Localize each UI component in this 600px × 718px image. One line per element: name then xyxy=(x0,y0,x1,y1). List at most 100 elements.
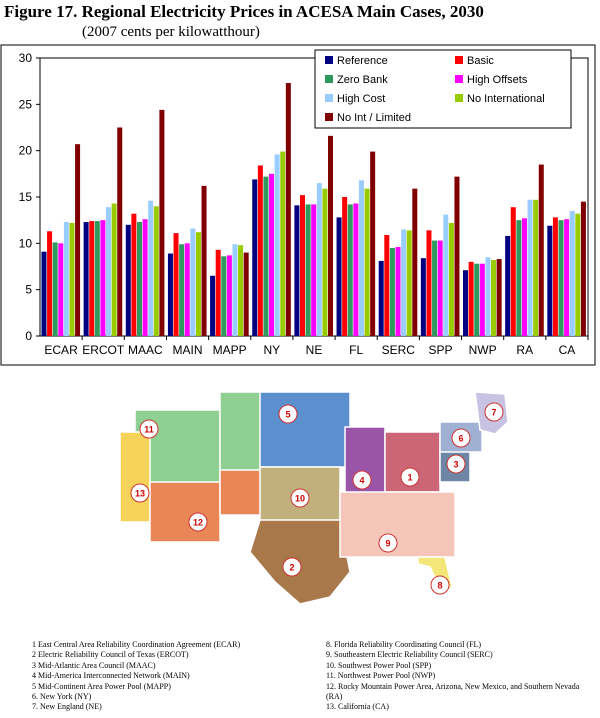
map-marker-10 xyxy=(290,488,310,508)
map-marker-6 xyxy=(451,428,471,448)
map-marker-1 xyxy=(400,467,420,487)
x-tick-label: FL xyxy=(349,343,363,357)
bar xyxy=(322,188,328,336)
legend-label: High Offsets xyxy=(467,74,528,86)
x-tick-label: MAAC xyxy=(128,343,163,357)
x-tick-label: SPP xyxy=(428,343,452,357)
map-marker-label: 9 xyxy=(385,539,390,549)
map-marker-3 xyxy=(446,454,466,474)
y-tick-label: 30 xyxy=(19,51,33,65)
x-tick-label: CA xyxy=(559,343,576,357)
region-notes-left: 1 East Central Area Reliability Coordina… xyxy=(32,640,240,713)
map-marker-label: 2 xyxy=(289,563,294,573)
region-note: 1 East Central Area Reliability Coordina… xyxy=(32,640,241,649)
region-note: 6. New York (NY) xyxy=(32,692,92,702)
map-region-13 xyxy=(119,431,151,523)
y-tick-label: 25 xyxy=(19,97,33,111)
bar xyxy=(243,252,249,336)
region-note: 12. Rocky Mountain Power Area, Arizona, … xyxy=(326,681,580,702)
map-marker-label: 1 xyxy=(407,473,412,483)
map-marker-label: 5 xyxy=(285,410,290,420)
bar xyxy=(406,230,412,336)
legend-label: Zero Bank xyxy=(337,74,388,86)
figure-subtitle: (2007 cents per kilowatthour) xyxy=(82,24,260,40)
bar xyxy=(454,176,460,336)
bar xyxy=(226,255,232,336)
bar xyxy=(215,249,221,336)
bar xyxy=(83,222,89,336)
y-tick-label: 20 xyxy=(19,144,33,158)
map-marker-label: 6 xyxy=(458,434,463,444)
bar xyxy=(184,243,190,336)
bar xyxy=(52,242,58,336)
x-tick-label: NWP xyxy=(469,343,497,357)
y-tick-label: 15 xyxy=(19,190,33,204)
bar xyxy=(142,219,148,336)
bar xyxy=(221,256,227,336)
bar xyxy=(496,259,502,336)
bar xyxy=(106,207,112,336)
legend-label: High Cost xyxy=(337,93,385,105)
bar xyxy=(336,217,342,336)
map-marker-label: 10 xyxy=(295,494,305,504)
bar xyxy=(148,200,154,336)
bar xyxy=(305,204,311,336)
bar xyxy=(285,83,291,336)
bar xyxy=(547,225,553,336)
region-note: 4 Mid-America Interconnected Network (MA… xyxy=(32,671,190,681)
bar xyxy=(280,151,286,336)
region-note: 9. Southeastern Electric Reliability Cou… xyxy=(326,650,493,660)
x-tick-label: MAPP xyxy=(213,343,247,357)
bar xyxy=(117,127,123,336)
x-tick-label: RA xyxy=(516,343,533,357)
map-region-12b xyxy=(219,469,266,516)
bar xyxy=(94,221,100,336)
region-note: 3 Mid-Atlantic Area Council (MAAC) xyxy=(32,660,156,670)
bar xyxy=(100,220,106,336)
bar xyxy=(552,217,558,336)
x-tick-label: ERCOT xyxy=(82,343,125,357)
bar xyxy=(468,261,474,336)
y-tick-label: 10 xyxy=(19,236,33,250)
bar xyxy=(353,203,359,336)
legend-swatch xyxy=(455,75,463,83)
bar xyxy=(432,240,438,336)
bar xyxy=(485,257,491,336)
chart-frame xyxy=(0,44,596,366)
bar xyxy=(412,188,418,336)
map-region-12 xyxy=(149,481,221,543)
region-note: 11. Northwest Power Pool (NWP) xyxy=(326,671,436,681)
map-region-5 xyxy=(259,391,351,468)
region-note: 10. Southwest Power Pool (SPP) xyxy=(326,660,432,670)
bar xyxy=(364,188,370,336)
bar xyxy=(389,247,395,336)
bar xyxy=(167,253,173,336)
bar xyxy=(533,199,539,336)
legend-label: Reference xyxy=(337,55,388,67)
bar xyxy=(448,222,454,336)
map-marker-13 xyxy=(130,483,150,503)
map-marker-11 xyxy=(139,419,159,439)
x-tick-label: ECAR xyxy=(44,343,78,357)
legend-box xyxy=(314,49,572,129)
map-marker-9 xyxy=(378,533,398,553)
bar xyxy=(580,201,586,336)
bar xyxy=(491,260,497,336)
bar xyxy=(516,220,522,336)
bar xyxy=(347,204,353,336)
bar xyxy=(370,151,376,336)
bar xyxy=(263,176,269,336)
bar xyxy=(328,135,333,336)
bar xyxy=(69,222,75,336)
bar xyxy=(437,240,443,336)
map-marker-12 xyxy=(188,512,208,532)
bar xyxy=(401,229,407,336)
map-marker-8 xyxy=(430,575,450,595)
map-marker-label: 3 xyxy=(453,460,458,470)
region-note: 8. Florida Reliability Coordinating Coun… xyxy=(326,640,482,649)
bar xyxy=(136,222,142,336)
legend-label: No Int / Limited xyxy=(337,112,411,124)
figure-title: Figure 17. Regional Electricity Prices i… xyxy=(4,2,484,21)
